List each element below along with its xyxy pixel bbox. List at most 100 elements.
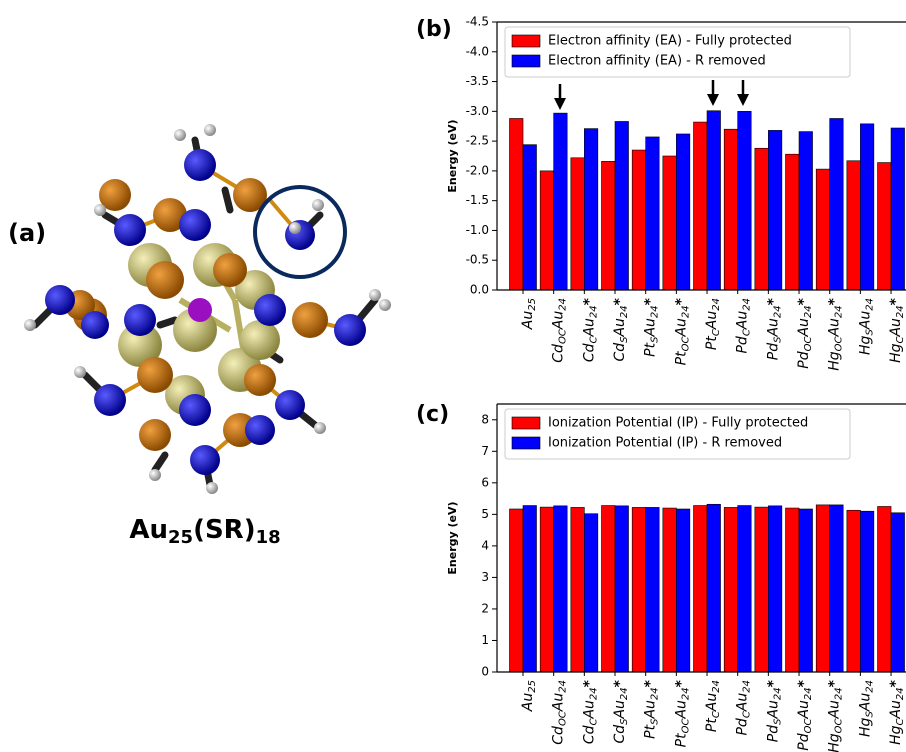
bar: [738, 111, 752, 290]
x-tick-subscript: C: [895, 719, 906, 726]
x-tick-star: *: [888, 297, 904, 305]
x-tick-text: Pt: [673, 351, 689, 365]
legend-swatch: [512, 35, 540, 47]
bar: [786, 508, 800, 672]
x-tick-subscript: OC: [803, 719, 814, 734]
x-tick-text: Pd: [796, 733, 812, 750]
x-tick-star: *: [827, 297, 843, 305]
x-tick-subscript: 24: [588, 687, 599, 700]
y-tick-label: 0.0: [470, 283, 489, 297]
x-tick-label: HgOCAu24*: [827, 297, 845, 370]
x-tick-text: Pd: [765, 725, 781, 742]
bar: [663, 508, 677, 672]
y-tick-label: 7: [481, 444, 489, 458]
panel-label: (c): [416, 402, 449, 427]
y-tick-label: -2.0: [466, 163, 489, 177]
bar: [646, 507, 660, 672]
x-tick-label: PdSAu24*: [765, 297, 783, 360]
bar: [676, 509, 690, 672]
y-tick-label: -1.5: [466, 193, 489, 207]
x-tick-star: *: [796, 679, 812, 687]
bar: [694, 122, 708, 290]
bar: [663, 156, 677, 290]
x-tick-label: PtOCAu24*: [673, 297, 691, 365]
x-tick-label: PtOCAu24*: [673, 679, 691, 747]
y-axis-label: Energy (eV): [446, 119, 459, 192]
bar: [540, 171, 554, 290]
bar: [571, 507, 585, 672]
x-tick-label: PdOCAu24*: [796, 679, 814, 750]
bar: [523, 145, 537, 290]
x-tick-subscript: 24: [588, 305, 599, 318]
x-tick-subscript: 24: [650, 687, 661, 700]
x-tick-subscript: 24: [895, 687, 906, 700]
x-tick-subscript: C: [588, 719, 599, 726]
x-tick-subscript: 24: [558, 680, 569, 693]
x-tick-subscript: 24: [680, 305, 691, 318]
x-tick-text: Au: [796, 318, 812, 338]
x-tick-text: Au: [888, 318, 904, 338]
x-tick-text: Pt: [673, 733, 689, 747]
x-tick-text: Au: [765, 700, 781, 720]
bar: [510, 118, 524, 290]
x-tick-label: HgSAu24: [857, 680, 875, 737]
bar: [830, 118, 844, 290]
molecule-caption: Au25(SR)18: [129, 515, 280, 549]
x-tick-subscript: C: [895, 337, 906, 344]
x-tick-text: Au: [520, 311, 536, 331]
x-tick-label: HgCAu24*: [888, 297, 906, 363]
bar: [584, 129, 598, 290]
y-tick-label: 0: [481, 665, 489, 679]
legend-swatch: [512, 55, 540, 67]
x-tick-subscript: C: [588, 337, 599, 344]
bar: [860, 511, 874, 672]
x-tick-subscript: OC: [558, 329, 569, 344]
x-tick-text: Au: [827, 700, 843, 720]
x-tick-label: PtCAu24: [704, 680, 722, 732]
bar: [768, 506, 782, 672]
x-tick-text: Pt: [704, 718, 720, 732]
bar: [523, 506, 537, 672]
x-tick-star: *: [581, 297, 597, 305]
x-tick-label: PdOCAu24*: [796, 297, 814, 368]
legend-swatch: [512, 417, 540, 429]
bar: [707, 504, 721, 672]
y-tick-label: 3: [481, 570, 489, 584]
caption-subscript: 18: [256, 527, 281, 548]
bar: [554, 506, 568, 672]
x-tick-subscript: 24: [864, 298, 875, 311]
x-tick-subscript: 25: [527, 680, 538, 693]
x-tick-subscript: 24: [558, 298, 569, 311]
bar: [830, 505, 844, 672]
x-tick-subscript: 25: [527, 298, 538, 311]
x-tick-subscript: 24: [680, 687, 691, 700]
bar: [847, 161, 861, 290]
y-tick-label: -3.5: [466, 74, 489, 88]
panel-label: (a): [8, 219, 46, 247]
panel-label: (b): [416, 17, 452, 42]
bar: [768, 130, 782, 290]
x-tick-text: Au: [612, 700, 628, 720]
x-tick-text: Hg: [888, 725, 904, 745]
x-tick-subscript: 24: [711, 298, 722, 311]
x-tick-text: Hg: [857, 717, 873, 737]
x-tick-subscript: 24: [619, 687, 630, 700]
x-tick-label: HgCAu24*: [888, 679, 906, 745]
x-tick-subscript: 24: [772, 687, 783, 700]
bar: [571, 158, 585, 290]
x-tick-label: HgSAu24: [857, 298, 875, 355]
x-tick-subscript: OC: [834, 719, 845, 734]
x-tick-subscript: OC: [680, 719, 691, 734]
x-tick-text: Au: [643, 318, 659, 338]
legend-label: Ionization Potential (IP) - R removed: [548, 436, 782, 451]
x-tick-label: CdSAu24*: [612, 679, 630, 743]
x-tick-label: Au25: [520, 298, 538, 330]
x-tick-subscript: 24: [803, 305, 814, 318]
y-axis-label: Energy (eV): [446, 501, 459, 574]
x-tick-text: Au: [643, 700, 659, 720]
x-tick-subscript: 24: [711, 680, 722, 693]
x-tick-text: Hg: [888, 343, 904, 363]
x-tick-text: Cd: [551, 344, 567, 363]
x-tick-text: Au: [888, 700, 904, 720]
legend-label: Electron affinity (EA) - Fully protected: [548, 34, 792, 49]
